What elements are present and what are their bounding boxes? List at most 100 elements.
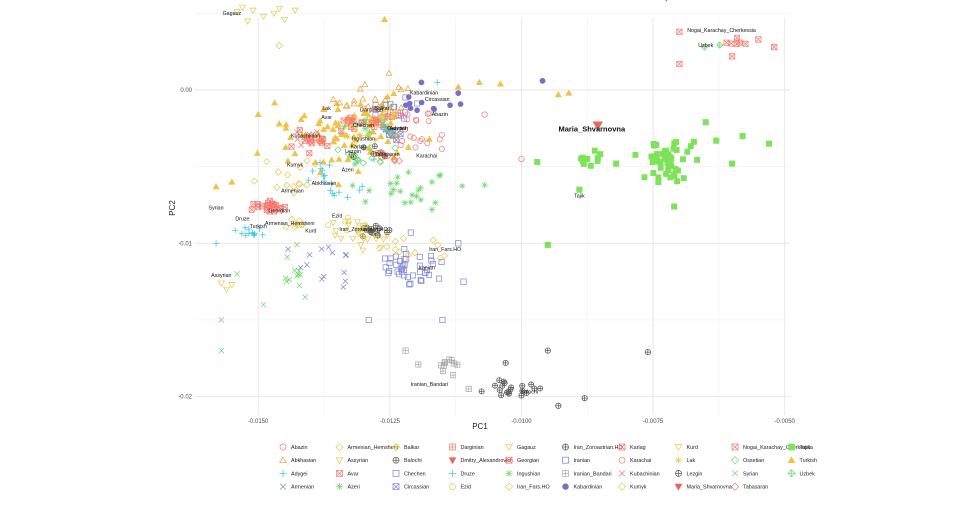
label-turkish: Turkish <box>250 224 267 230</box>
point-balochi <box>537 385 544 392</box>
legend-item-iran_zoroastrian.ho: Iran_Zoroastrian.HO <box>562 443 623 451</box>
point-iranian <box>416 253 423 260</box>
point-druze <box>232 227 239 234</box>
legend-item-ossetian: Ossetian <box>730 456 764 465</box>
point-balkar <box>365 113 373 121</box>
point-armenian_hemsheni <box>275 41 283 50</box>
point-kabardinian <box>418 99 425 106</box>
legend-item-iranian: Iranian <box>562 456 590 464</box>
legend-label: Kumyk <box>630 485 647 491</box>
point-abkhasian <box>361 105 369 112</box>
point-lak <box>344 133 351 140</box>
point-nogai_karachay_cherkessia <box>676 28 683 35</box>
point-adygei <box>305 177 312 184</box>
point-azeri <box>409 191 416 199</box>
x-tick-label: -0.0075 <box>643 419 664 425</box>
point-iranian <box>396 271 403 278</box>
legend-key-kumyk <box>617 482 627 491</box>
point-tajik <box>632 151 639 158</box>
point-syrian <box>294 241 300 248</box>
point-turkish <box>271 99 279 106</box>
legend-label: Karlag <box>630 445 646 451</box>
point-turkish <box>380 15 389 23</box>
point-kabardinian <box>447 102 453 109</box>
point-tajik <box>675 167 681 174</box>
point-azeri <box>459 182 466 190</box>
point-avar <box>340 117 347 124</box>
legend-key-balochi <box>392 456 400 464</box>
label-azeri: Azeri <box>342 167 354 173</box>
point-gagauz <box>238 4 246 11</box>
point-armenian <box>342 278 349 284</box>
point-balkar <box>389 113 397 121</box>
point-balkar <box>381 107 389 115</box>
point-kumyk <box>311 160 319 168</box>
point-balochi <box>528 381 535 388</box>
legend-key-syrian <box>731 470 739 477</box>
point-tajik <box>665 167 672 174</box>
point-karlag <box>288 143 295 150</box>
point-adygei <box>309 167 316 175</box>
point-turkish <box>348 141 356 148</box>
point-adygei <box>328 180 335 187</box>
point-syrian <box>297 271 304 278</box>
point-balochi <box>508 384 515 391</box>
legend-item-chechen: Chechen <box>392 470 426 477</box>
x-axis-title: PC1 <box>472 422 488 431</box>
point-kurd <box>359 222 367 229</box>
point-balochi <box>555 402 562 409</box>
legend-key-georgian <box>505 456 513 464</box>
point-syrian <box>218 317 225 323</box>
point-tabasaran <box>390 155 399 164</box>
y-tick-label: -0.02 <box>178 395 192 401</box>
legend-label: Ossetian <box>743 458 764 464</box>
point-turkish <box>335 155 343 162</box>
point-armenian_hemsheni <box>282 223 290 231</box>
point-kurd <box>329 220 337 227</box>
legend-item-balochi: Balochi <box>392 456 422 464</box>
point-tajik <box>613 160 620 167</box>
label-armenian_hemsheni: Armenian_Hemsheni <box>265 221 314 227</box>
point-iranian_bandari <box>448 357 455 364</box>
legend-item-abazin: Abazin <box>279 443 307 451</box>
label-kabardinian: Kabardinian <box>410 91 438 97</box>
point-iranian_bandari <box>449 372 457 379</box>
point-iranian <box>460 278 467 285</box>
point-kumyk <box>290 189 298 197</box>
point-tajik <box>665 151 672 158</box>
point-druze <box>259 231 266 238</box>
point-abkhasian <box>356 85 364 92</box>
point-tajik <box>576 186 583 193</box>
point-darginian <box>371 105 378 112</box>
label-druze: Druze <box>235 216 249 222</box>
point-azeri <box>432 199 439 206</box>
point-armenian <box>318 246 325 252</box>
point-kurd <box>331 232 339 239</box>
legend-item-lak: Lak <box>674 456 695 464</box>
point-turkish <box>554 90 562 98</box>
point-abkhasian <box>361 80 369 88</box>
point-kurd <box>353 228 361 235</box>
point-iranian_bandari <box>438 362 445 369</box>
point-armenian <box>297 264 304 271</box>
point-tajik <box>739 132 746 140</box>
point-karlag <box>296 127 303 134</box>
label-darginian: Darginian <box>360 108 383 114</box>
point-kurd <box>337 235 345 242</box>
point-syrian <box>286 276 293 283</box>
legend-label: Iran_Fars.HO <box>517 485 550 491</box>
point-tajik <box>671 203 678 210</box>
point-karachai <box>407 133 414 140</box>
point-turkish <box>496 80 504 87</box>
point-turkish <box>334 105 342 112</box>
point-azeri <box>390 186 397 193</box>
point-druze <box>242 232 250 239</box>
legend: Abazin Abkhasian Adygei Armenian Armenian_He… <box>279 442 817 491</box>
point-syrian <box>234 271 241 277</box>
point-kurd <box>358 234 366 241</box>
legend-key-chechen <box>392 470 400 477</box>
point-adygei <box>433 79 441 86</box>
point-balochi <box>501 380 508 387</box>
point-karachai <box>410 134 417 141</box>
